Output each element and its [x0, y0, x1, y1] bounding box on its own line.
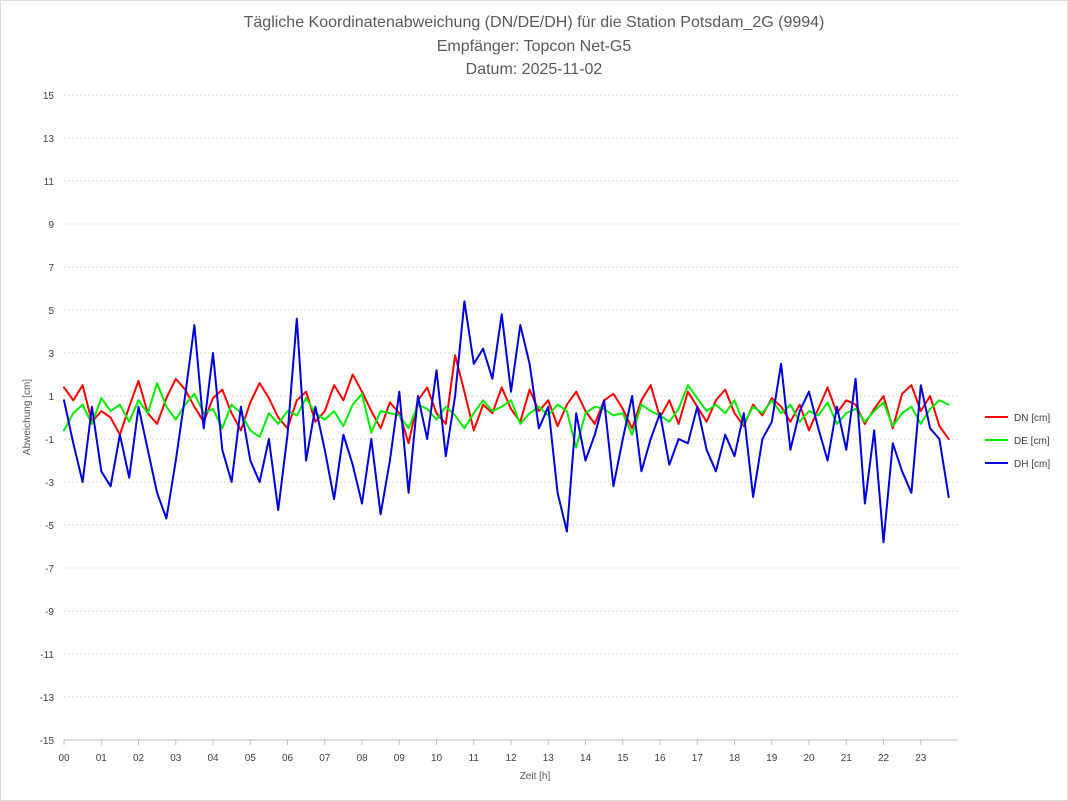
y-tick-label: -15 — [40, 736, 55, 747]
y-tick-label: 9 — [48, 220, 54, 231]
series-line-dh — [63, 300, 950, 544]
x-tick-label: 14 — [580, 753, 592, 764]
x-tick-label: 23 — [915, 753, 927, 764]
x-tick-label: 05 — [245, 753, 257, 764]
y-tick-label: 3 — [48, 349, 54, 360]
series-lines — [63, 300, 950, 544]
x-tick-label: 12 — [505, 753, 517, 764]
x-tick-label: 00 — [58, 753, 70, 764]
x-tick-label: 15 — [617, 753, 629, 764]
legend-label-de: DE [cm] — [1014, 436, 1050, 447]
legend-label-dh: DH [cm] — [1014, 459, 1050, 470]
y-tick-label: 11 — [44, 177, 55, 188]
x-tick-label: 22 — [878, 753, 890, 764]
y-tick-label: -11 — [40, 650, 54, 661]
legend-label-dn: DN [cm] — [1014, 413, 1050, 424]
y-tick-label: -5 — [45, 521, 54, 532]
x-tick-label: 04 — [207, 753, 219, 764]
y-tick-label: 13 — [43, 134, 55, 145]
chart-title-line-3: Datum: 2025-11-02 — [466, 61, 603, 78]
gridlines — [64, 94, 958, 698]
x-tick-label: 06 — [282, 753, 294, 764]
y-tick-label: 7 — [48, 263, 54, 274]
y-tick-label: -7 — [45, 564, 54, 575]
chart-title: Tägliche Koordinatenabweichung (DN/DE/DH… — [244, 14, 825, 78]
x-axis-label: Zeit [h] — [520, 771, 551, 782]
x-tick-label: 13 — [543, 753, 555, 764]
x-axis-tick-labels: 00 01 02 03 04 05 06 07 08 09 10 11 12 13 14 15 16 17 18 19… — [58, 753, 926, 764]
y-tick-label: 5 — [48, 306, 54, 317]
chart-title-line-1: Tägliche Koordinatenabweichung (DN/DE/DH… — [244, 14, 825, 31]
x-tick-label: 09 — [394, 753, 406, 764]
x-tick-label: 17 — [692, 753, 704, 764]
y-tick-label: 15 — [43, 91, 55, 102]
x-tick-label: 21 — [841, 753, 853, 764]
x-tick-label: 10 — [431, 753, 443, 764]
x-tick-label: 07 — [319, 753, 331, 764]
x-tick-label: 08 — [356, 753, 368, 764]
x-tick-label: 18 — [729, 753, 741, 764]
x-tick-label: 19 — [766, 753, 778, 764]
y-axis-tick-labels: 15 13 11 9 7 5 3 1 -1 -3 -5 -7 -9 -11 -13 -15 — [40, 91, 55, 747]
x-tick-label: 01 — [96, 753, 108, 764]
y-tick-label: -3 — [45, 478, 54, 489]
x-tick-label: 03 — [170, 753, 182, 764]
chart-title-line-2: Empfänger: Topcon Net-G5 — [437, 38, 632, 55]
y-tick-label: -13 — [40, 693, 55, 704]
y-tick-label: -9 — [45, 607, 54, 618]
y-axis-label: Abweichung [cm] — [22, 379, 33, 455]
x-tick-label: 16 — [654, 753, 666, 764]
y-tick-label: -1 — [45, 435, 54, 446]
series-line-de — [63, 382, 950, 449]
x-tick-label: 02 — [133, 753, 145, 764]
x-axis — [63, 739, 958, 745]
x-tick-label: 20 — [803, 753, 815, 764]
legend: DN [cm] DE [cm] DH [cm] — [985, 413, 1050, 470]
x-tick-label: 11 — [469, 753, 480, 764]
y-tick-label: 1 — [48, 392, 54, 403]
